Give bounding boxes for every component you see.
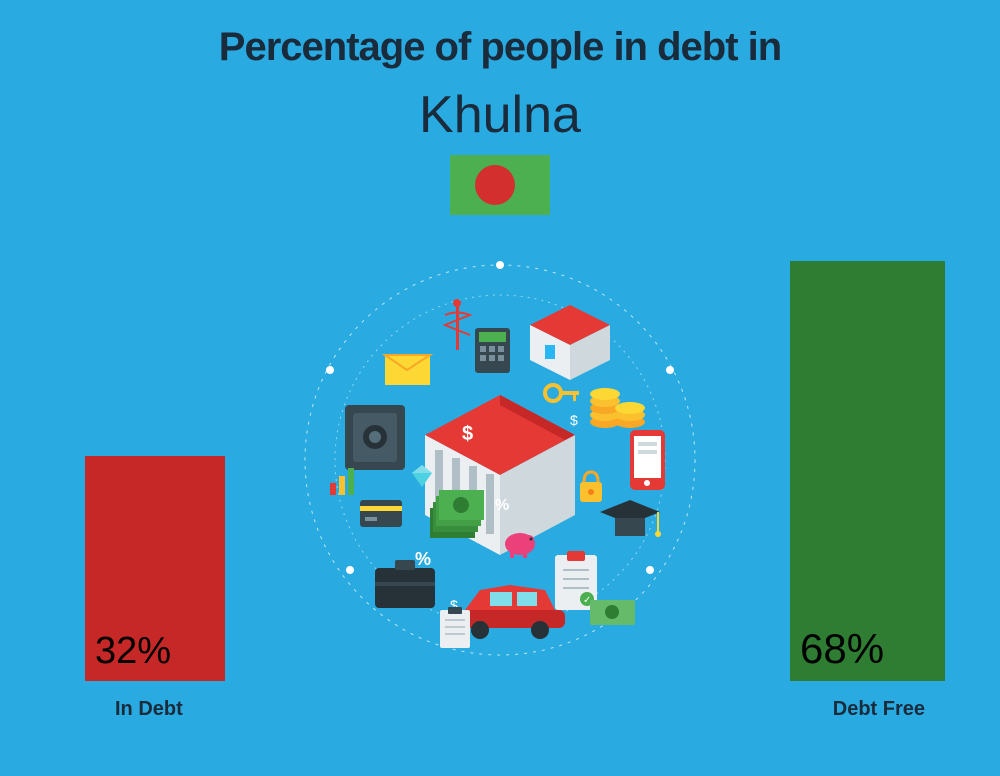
svg-text:$: $ — [570, 412, 578, 428]
bar-in-debt-label: In Debt — [115, 698, 183, 721]
title-line-2: Khulna — [0, 85, 1000, 145]
bar-debt-free: 68% — [790, 261, 945, 681]
bar-debt-free-label: Debt Free — [833, 698, 925, 721]
flag-bangladesh — [450, 155, 550, 215]
bar-debt-free-value: 68% — [800, 625, 884, 673]
svg-text:%: % — [495, 497, 509, 514]
center-finance-graphic: $ — [290, 250, 710, 670]
title-line-1: Percentage of people in debt in — [0, 25, 1000, 70]
svg-text:%: % — [415, 549, 431, 569]
bar-in-debt: 32% — [85, 456, 225, 681]
flag-circle — [475, 165, 515, 205]
svg-text:$: $ — [462, 423, 473, 445]
bar-in-debt-value: 32% — [95, 630, 171, 673]
